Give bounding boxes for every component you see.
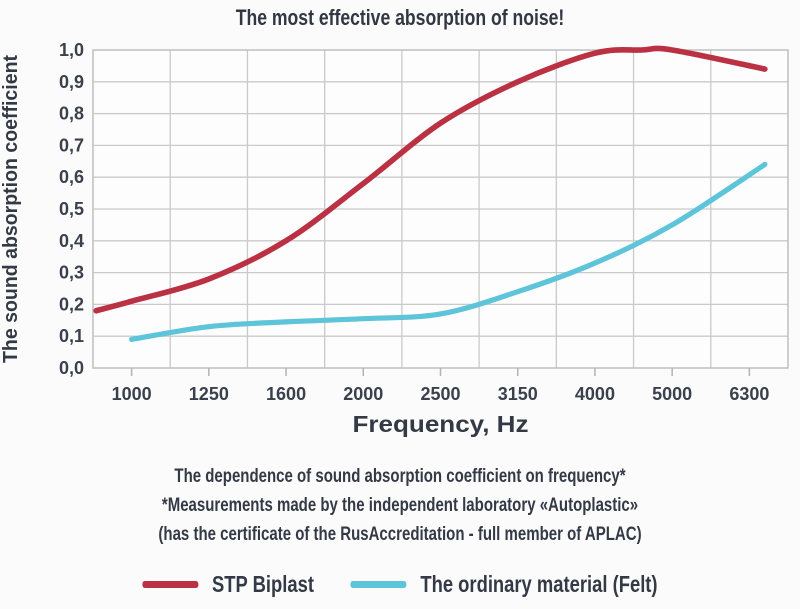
caption-block: The dependence of sound absorption coeff… [84,462,716,549]
page-title: The most effective absorption of noise! [235,5,565,30]
legend-label-felt: The ordinary material (Felt) [420,571,658,597]
legend-swatch-cyan-line [350,581,407,588]
svg-text:4000: 4000 [575,384,615,404]
svg-text:0,0: 0,0 [59,358,84,378]
y-tick-labels: 0,0 0,1 0,2 0,3 0,4 0,5 0,6 0,7 0,8 0,9 1,0 [59,40,84,378]
chart-legend: STP Biplast The ordinary material (Felt) [80,571,720,598]
series-line-stp-biplast [93,45,768,314]
x-axis-label: Frequency, Hz [353,411,529,437]
svg-text:0,4: 0,4 [59,231,84,251]
x-tick-marks [130,368,751,376]
svg-text:0,5: 0,5 [59,199,84,219]
legend-label-stp-biplast: STP Biplast [212,571,314,597]
svg-text:5000: 5000 [652,384,692,404]
legend-swatch-red-line [142,581,199,588]
svg-text:0,2: 0,2 [59,294,84,314]
vertical-gridlines [169,50,712,368]
svg-text:2000: 2000 [343,384,383,404]
svg-text:0,6: 0,6 [59,167,84,187]
caption-line-1: The dependence of sound absorption coeff… [174,466,626,487]
svg-text:1250: 1250 [189,384,229,404]
horizontal-gridlines [93,81,788,337]
svg-text:1,0: 1,0 [59,40,84,60]
svg-text:1000: 1000 [112,384,152,404]
svg-text:2500: 2500 [420,384,460,404]
svg-text:0,7: 0,7 [59,135,84,155]
x-tick-labels: 1000 1250 1600 2000 2500 3150 4000 5000 6300 [112,384,770,404]
svg-text:6300: 6300 [729,384,769,404]
caption-line-2: *Measurements made by the independent la… [161,495,639,516]
legend-item-stp-biplast: STP Biplast [142,571,314,598]
svg-text:3150: 3150 [498,384,538,404]
chart-canvas: 0,0 0,1 0,2 0,3 0,4 0,5 0,6 0,7 0,8 0,9 1,0 1000 125… [0,40,789,437]
series-line-felt [129,161,768,342]
svg-text:0,3: 0,3 [59,263,84,283]
svg-text:0,8: 0,8 [59,104,84,124]
svg-text:1600: 1600 [266,384,306,404]
y-axis-label: The sound absorption coefficient [0,55,22,363]
legend-item-felt: The ordinary material (Felt) [350,571,658,598]
svg-text:0,9: 0,9 [59,72,84,92]
svg-text:0,1: 0,1 [59,326,84,346]
caption-line-3: (has the certificate of the RusAccredita… [158,524,642,545]
absorption-chart: 0,0 0,1 0,2 0,3 0,4 0,5 0,6 0,7 0,8 0,9 1,0 1000 125… [0,36,800,446]
